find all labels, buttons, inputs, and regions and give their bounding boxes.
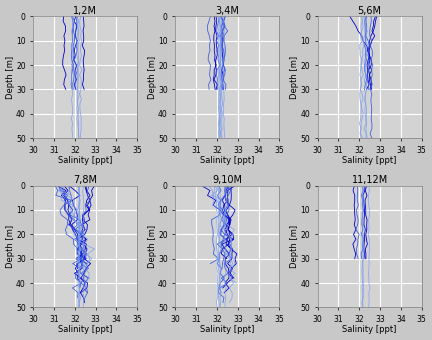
Title: 11,12M: 11,12M: [352, 175, 388, 185]
Title: 5,6M: 5,6M: [358, 5, 381, 16]
Y-axis label: Depth [m]: Depth [m]: [148, 225, 157, 268]
X-axis label: Salinity [ppt]: Salinity [ppt]: [58, 156, 112, 165]
X-axis label: Salinity [ppt]: Salinity [ppt]: [200, 325, 254, 335]
Title: 9,10M: 9,10M: [213, 175, 242, 185]
Title: 1,2M: 1,2M: [73, 5, 97, 16]
Y-axis label: Depth [m]: Depth [m]: [6, 225, 15, 268]
Y-axis label: Depth [m]: Depth [m]: [290, 56, 299, 99]
X-axis label: Salinity [ppt]: Salinity [ppt]: [58, 325, 112, 335]
Title: 3,4M: 3,4M: [216, 5, 239, 16]
Y-axis label: Depth [m]: Depth [m]: [6, 56, 15, 99]
Title: 7,8M: 7,8M: [73, 175, 97, 185]
Y-axis label: Depth [m]: Depth [m]: [148, 56, 157, 99]
Y-axis label: Depth [m]: Depth [m]: [290, 225, 299, 268]
X-axis label: Salinity [ppt]: Salinity [ppt]: [343, 156, 397, 165]
X-axis label: Salinity [ppt]: Salinity [ppt]: [200, 156, 254, 165]
X-axis label: Salinity [ppt]: Salinity [ppt]: [343, 325, 397, 335]
